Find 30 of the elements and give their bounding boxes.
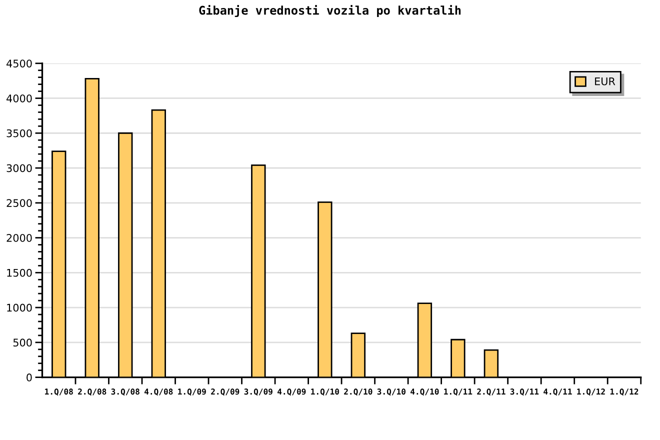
x-tick-label: 4.Q/11 — [544, 388, 572, 396]
x-tick-label: 2.Q/11 — [477, 388, 506, 396]
y-tick-label: 0 — [26, 374, 32, 382]
x-tick-label: 2.Q/08 — [78, 388, 106, 396]
y-tick-label: 3000 — [6, 164, 32, 172]
x-tick-label: 1.Q/11 — [444, 388, 472, 396]
x-tick-label: 1.Q/12 — [610, 388, 638, 396]
x-tick-label: 3.Q/08 — [111, 388, 140, 396]
legend-label: EUR — [595, 78, 616, 86]
x-tick-label: 1.Q/10 — [311, 388, 339, 396]
y-tick-label: 2500 — [6, 199, 32, 207]
x-tick-label: 4.Q/10 — [410, 388, 439, 396]
x-tick-label: 1.Q/08 — [45, 388, 73, 396]
x-tick-label: 4.Q/08 — [144, 388, 173, 396]
x-tick-label: 2.Q/09 — [211, 388, 240, 396]
y-tick-label: 1500 — [7, 268, 32, 277]
y-tick-label: 2000 — [6, 234, 32, 242]
x-tick-label: 3.Q/10 — [377, 388, 406, 396]
y-tick-label: 4500 — [6, 60, 32, 68]
x-tick-label: 3.Q/09 — [244, 388, 272, 396]
x-tick-label: 1.Q/12 — [577, 388, 605, 396]
x-tick-label: 3.Q/11 — [510, 388, 539, 396]
y-tick-label: 500 — [13, 338, 32, 347]
x-tick-label: 1.Q/09 — [178, 388, 206, 396]
x-tick-label: 2.Q/10 — [344, 388, 372, 396]
y-tick-label: 4000 — [6, 94, 32, 102]
y-tick-label: 3500 — [6, 129, 32, 138]
chart-title: Gibanje vrednosti vozila po kvartalih — [199, 4, 461, 18]
x-tick-label: 4.Q/09 — [278, 388, 306, 396]
y-tick-label: 1000 — [7, 304, 32, 312]
